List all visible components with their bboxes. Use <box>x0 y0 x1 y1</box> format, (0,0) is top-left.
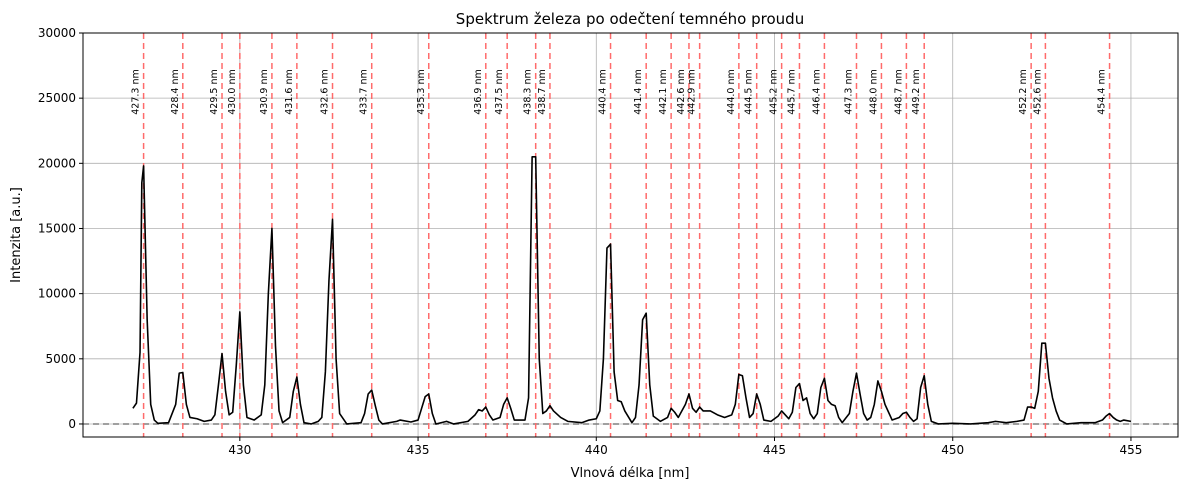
reference-label: 427.3 nm <box>131 69 142 115</box>
reference-label: 444.0 nm <box>726 69 737 115</box>
reference-label: 437.5 nm <box>494 69 505 115</box>
reference-label: 440.4 nm <box>598 69 609 115</box>
reference-label: 441.4 nm <box>633 69 644 115</box>
y-tick-label: 25000 <box>38 91 76 105</box>
x-axis-label: Vlnová délka [nm] <box>571 466 690 481</box>
reference-label: 448.0 nm <box>868 69 879 115</box>
reference-label: 432.6 nm <box>320 69 331 115</box>
chart-title: Spektrum železa po odečtení temného prou… <box>456 10 804 28</box>
reference-label: 430.0 nm <box>227 69 238 115</box>
x-tick-label: 450 <box>941 443 964 457</box>
y-tick-label: 15000 <box>38 221 76 235</box>
x-tick-label: 430 <box>228 443 251 457</box>
axes-frame <box>82 32 1179 438</box>
y-axis-label: Intenzita [a.u.] <box>9 187 24 283</box>
reference-label: 442.9 nm <box>687 69 698 115</box>
reference-label: 429.5 nm <box>209 69 220 115</box>
reference-label: 445.7 nm <box>786 69 797 115</box>
x-tick-label: 440 <box>585 443 608 457</box>
spectrum-line <box>132 156 1132 425</box>
reference-label: 438.7 nm <box>537 69 548 115</box>
y-tick-label: 30000 <box>38 26 76 40</box>
reference-label: 442.6 nm <box>676 69 687 115</box>
y-tick-label: 10000 <box>38 287 76 301</box>
x-tick-label: 455 <box>1119 443 1142 457</box>
reference-label: 446.4 nm <box>811 69 822 115</box>
reference-label: 449.2 nm <box>911 69 922 115</box>
reference-label: 431.6 nm <box>284 69 295 115</box>
reference-label: 433.7 nm <box>359 69 370 115</box>
reference-label: 435.3 nm <box>416 69 427 115</box>
reference-label: 442.1 nm <box>658 69 669 115</box>
reference-label: 436.9 nm <box>473 69 484 115</box>
x-tick-label: 445 <box>763 443 786 457</box>
reference-label: 452.6 nm <box>1032 69 1043 115</box>
reference-label: 454.4 nm <box>1097 69 1108 115</box>
plot-area: 427.3 nm 428.4 nm 429.5 nm 430.0 nm 430.9 nm… <box>83 33 1178 437</box>
x-tick-label: 435 <box>407 443 430 457</box>
grid <box>83 32 1178 437</box>
reference-label: 428.4 nm <box>170 69 181 115</box>
reference-label: 445.2 nm <box>769 69 780 115</box>
reference-label: 444.5 nm <box>744 69 755 115</box>
y-tick-label: 20000 <box>38 156 76 170</box>
y-tick-label: 5000 <box>45 352 76 366</box>
reference-label: 430.9 nm <box>259 69 270 115</box>
reference-label: 448.7 nm <box>893 69 904 115</box>
reference-label: 447.3 nm <box>843 69 854 115</box>
reference-label: 452.2 nm <box>1018 69 1029 115</box>
reference-label: 438.3 nm <box>523 69 534 115</box>
y-tick-label: 0 <box>68 417 76 431</box>
